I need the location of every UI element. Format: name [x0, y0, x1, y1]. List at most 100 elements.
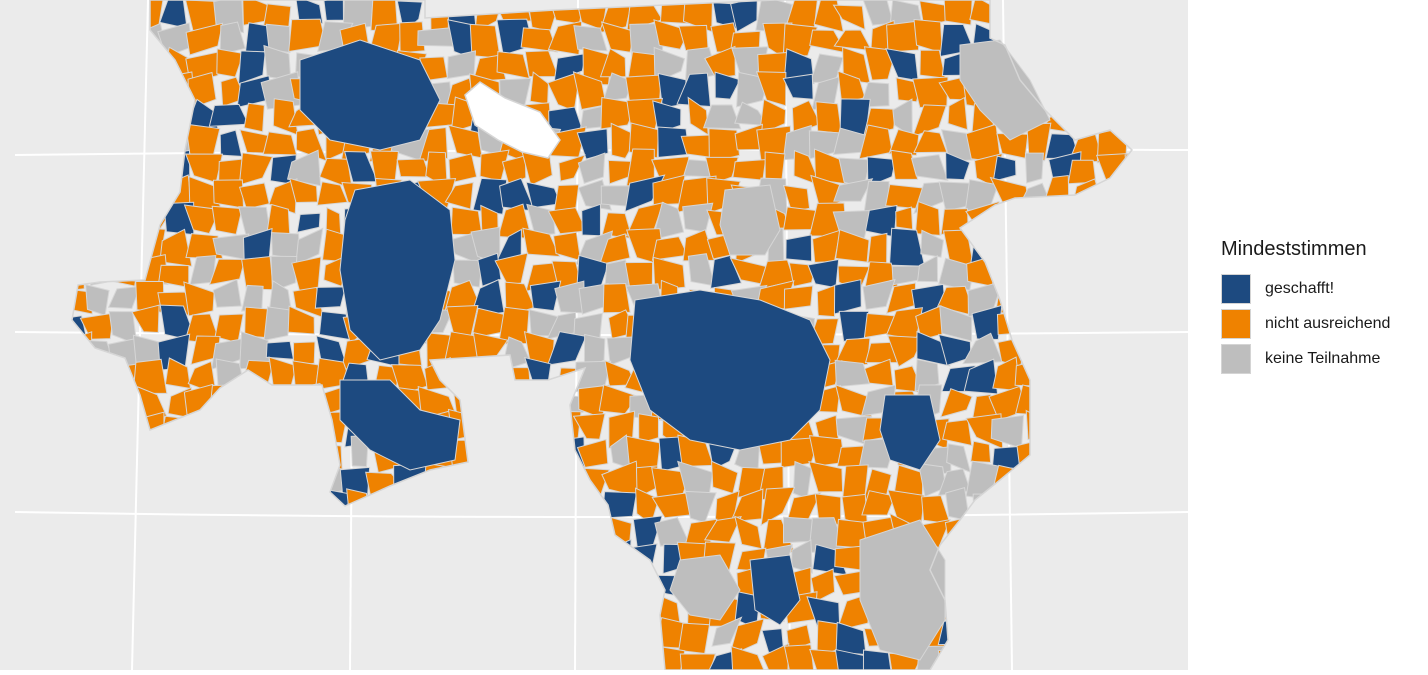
municipality-region	[703, 515, 742, 543]
municipality-region	[866, 156, 897, 188]
municipality-region	[529, 280, 562, 312]
municipality-region	[679, 653, 717, 670]
municipality-region	[887, 335, 924, 368]
municipality-region	[270, 255, 298, 292]
municipality-region	[710, 254, 743, 289]
municipality-region	[185, 22, 224, 56]
municipality-region	[916, 330, 951, 367]
municipality-region	[452, 259, 483, 288]
municipality-region	[758, 98, 787, 136]
municipality-region	[501, 155, 527, 186]
municipality-region	[942, 419, 973, 447]
municipality-region	[243, 102, 265, 133]
municipality-region	[296, 212, 321, 233]
municipality-region	[782, 23, 818, 58]
municipality-region	[520, 27, 559, 53]
municipality-region	[211, 205, 243, 235]
municipality-region	[573, 25, 608, 52]
legend-item-geschafft: geschafft!	[1221, 271, 1421, 306]
municipality-region	[553, 52, 587, 84]
municipality-region	[678, 622, 711, 655]
municipality-region	[945, 151, 971, 181]
municipality-region	[761, 642, 790, 670]
municipality-region	[262, 131, 298, 156]
municipality-region	[863, 46, 897, 81]
municipality-region	[728, 618, 765, 657]
municipality-region	[947, 96, 969, 131]
map-panel	[0, 0, 1189, 671]
municipality-region	[610, 122, 639, 159]
highlight-region	[749, 554, 801, 626]
municipality-region	[212, 179, 245, 209]
municipality-region	[730, 0, 758, 33]
municipality-region	[292, 341, 316, 368]
municipality-region	[241, 255, 274, 291]
municipality-region	[652, 100, 682, 134]
municipality-region	[832, 4, 866, 31]
municipality-region	[862, 278, 896, 310]
highlight-regions	[299, 39, 1051, 661]
municipality-region	[600, 21, 636, 53]
municipality-region	[815, 101, 843, 134]
lake	[464, 81, 561, 159]
legend-swatch-keine-teilnahme	[1221, 343, 1251, 374]
municipality-region	[834, 359, 871, 388]
municipality-region	[971, 304, 1003, 341]
municipality-region	[446, 50, 477, 80]
municipality-region	[992, 155, 1017, 183]
municipality-region	[396, 158, 431, 178]
municipality-region	[714, 71, 741, 100]
highlight-region	[859, 519, 946, 661]
municipality-region	[808, 460, 844, 493]
legend-label-nicht-ausreichend: nicht ausreichend	[1265, 314, 1391, 332]
municipality-region	[755, 71, 787, 107]
municipality-region	[914, 200, 941, 236]
municipality-region	[861, 490, 896, 516]
municipality-region	[888, 128, 920, 156]
municipality-region	[911, 104, 947, 138]
municipality-region	[782, 184, 811, 212]
municipality-region	[576, 128, 609, 160]
legend-label-geschafft: geschafft!	[1265, 279, 1335, 297]
municipality-region	[316, 181, 349, 206]
choropleth-map	[0, 0, 1189, 671]
municipality-region	[583, 333, 606, 370]
municipality-region	[558, 154, 586, 182]
municipality-region	[704, 45, 736, 79]
municipality-region	[602, 282, 631, 314]
municipality-region	[653, 19, 690, 50]
municipality-region	[910, 154, 949, 182]
municipality-region	[939, 388, 973, 418]
municipality-region	[268, 178, 298, 215]
municipality-region	[265, 340, 295, 360]
municipality-region	[783, 644, 815, 670]
municipality-region	[702, 104, 742, 130]
municipality-region	[265, 23, 291, 54]
state-outline	[71, 0, 1134, 671]
municipality-region	[287, 305, 315, 335]
municipality-region	[238, 152, 274, 186]
highlight-region	[299, 39, 441, 151]
municipality-region	[183, 281, 215, 317]
municipality-region	[732, 159, 767, 181]
legend-swatch-nicht-ausreichend	[1221, 308, 1251, 339]
highlight-region	[879, 394, 941, 471]
municipality-region	[890, 149, 919, 180]
highlight-region	[719, 184, 781, 256]
municipality-region	[760, 486, 796, 527]
municipality-region	[159, 228, 193, 267]
municipality-region	[270, 232, 301, 261]
municipality-region	[107, 285, 141, 310]
municipality-region	[912, 76, 949, 109]
municipality-region	[263, 306, 292, 342]
municipality-region	[785, 234, 813, 262]
municipality-region	[886, 20, 921, 53]
highlight-region	[669, 554, 741, 621]
municipality-region	[730, 645, 767, 670]
municipality-region	[444, 181, 474, 210]
municipality-region	[546, 331, 587, 366]
municipality-region	[242, 0, 268, 26]
municipality-region	[212, 278, 242, 308]
municipality-region	[323, 0, 344, 21]
municipality-region	[862, 649, 892, 670]
